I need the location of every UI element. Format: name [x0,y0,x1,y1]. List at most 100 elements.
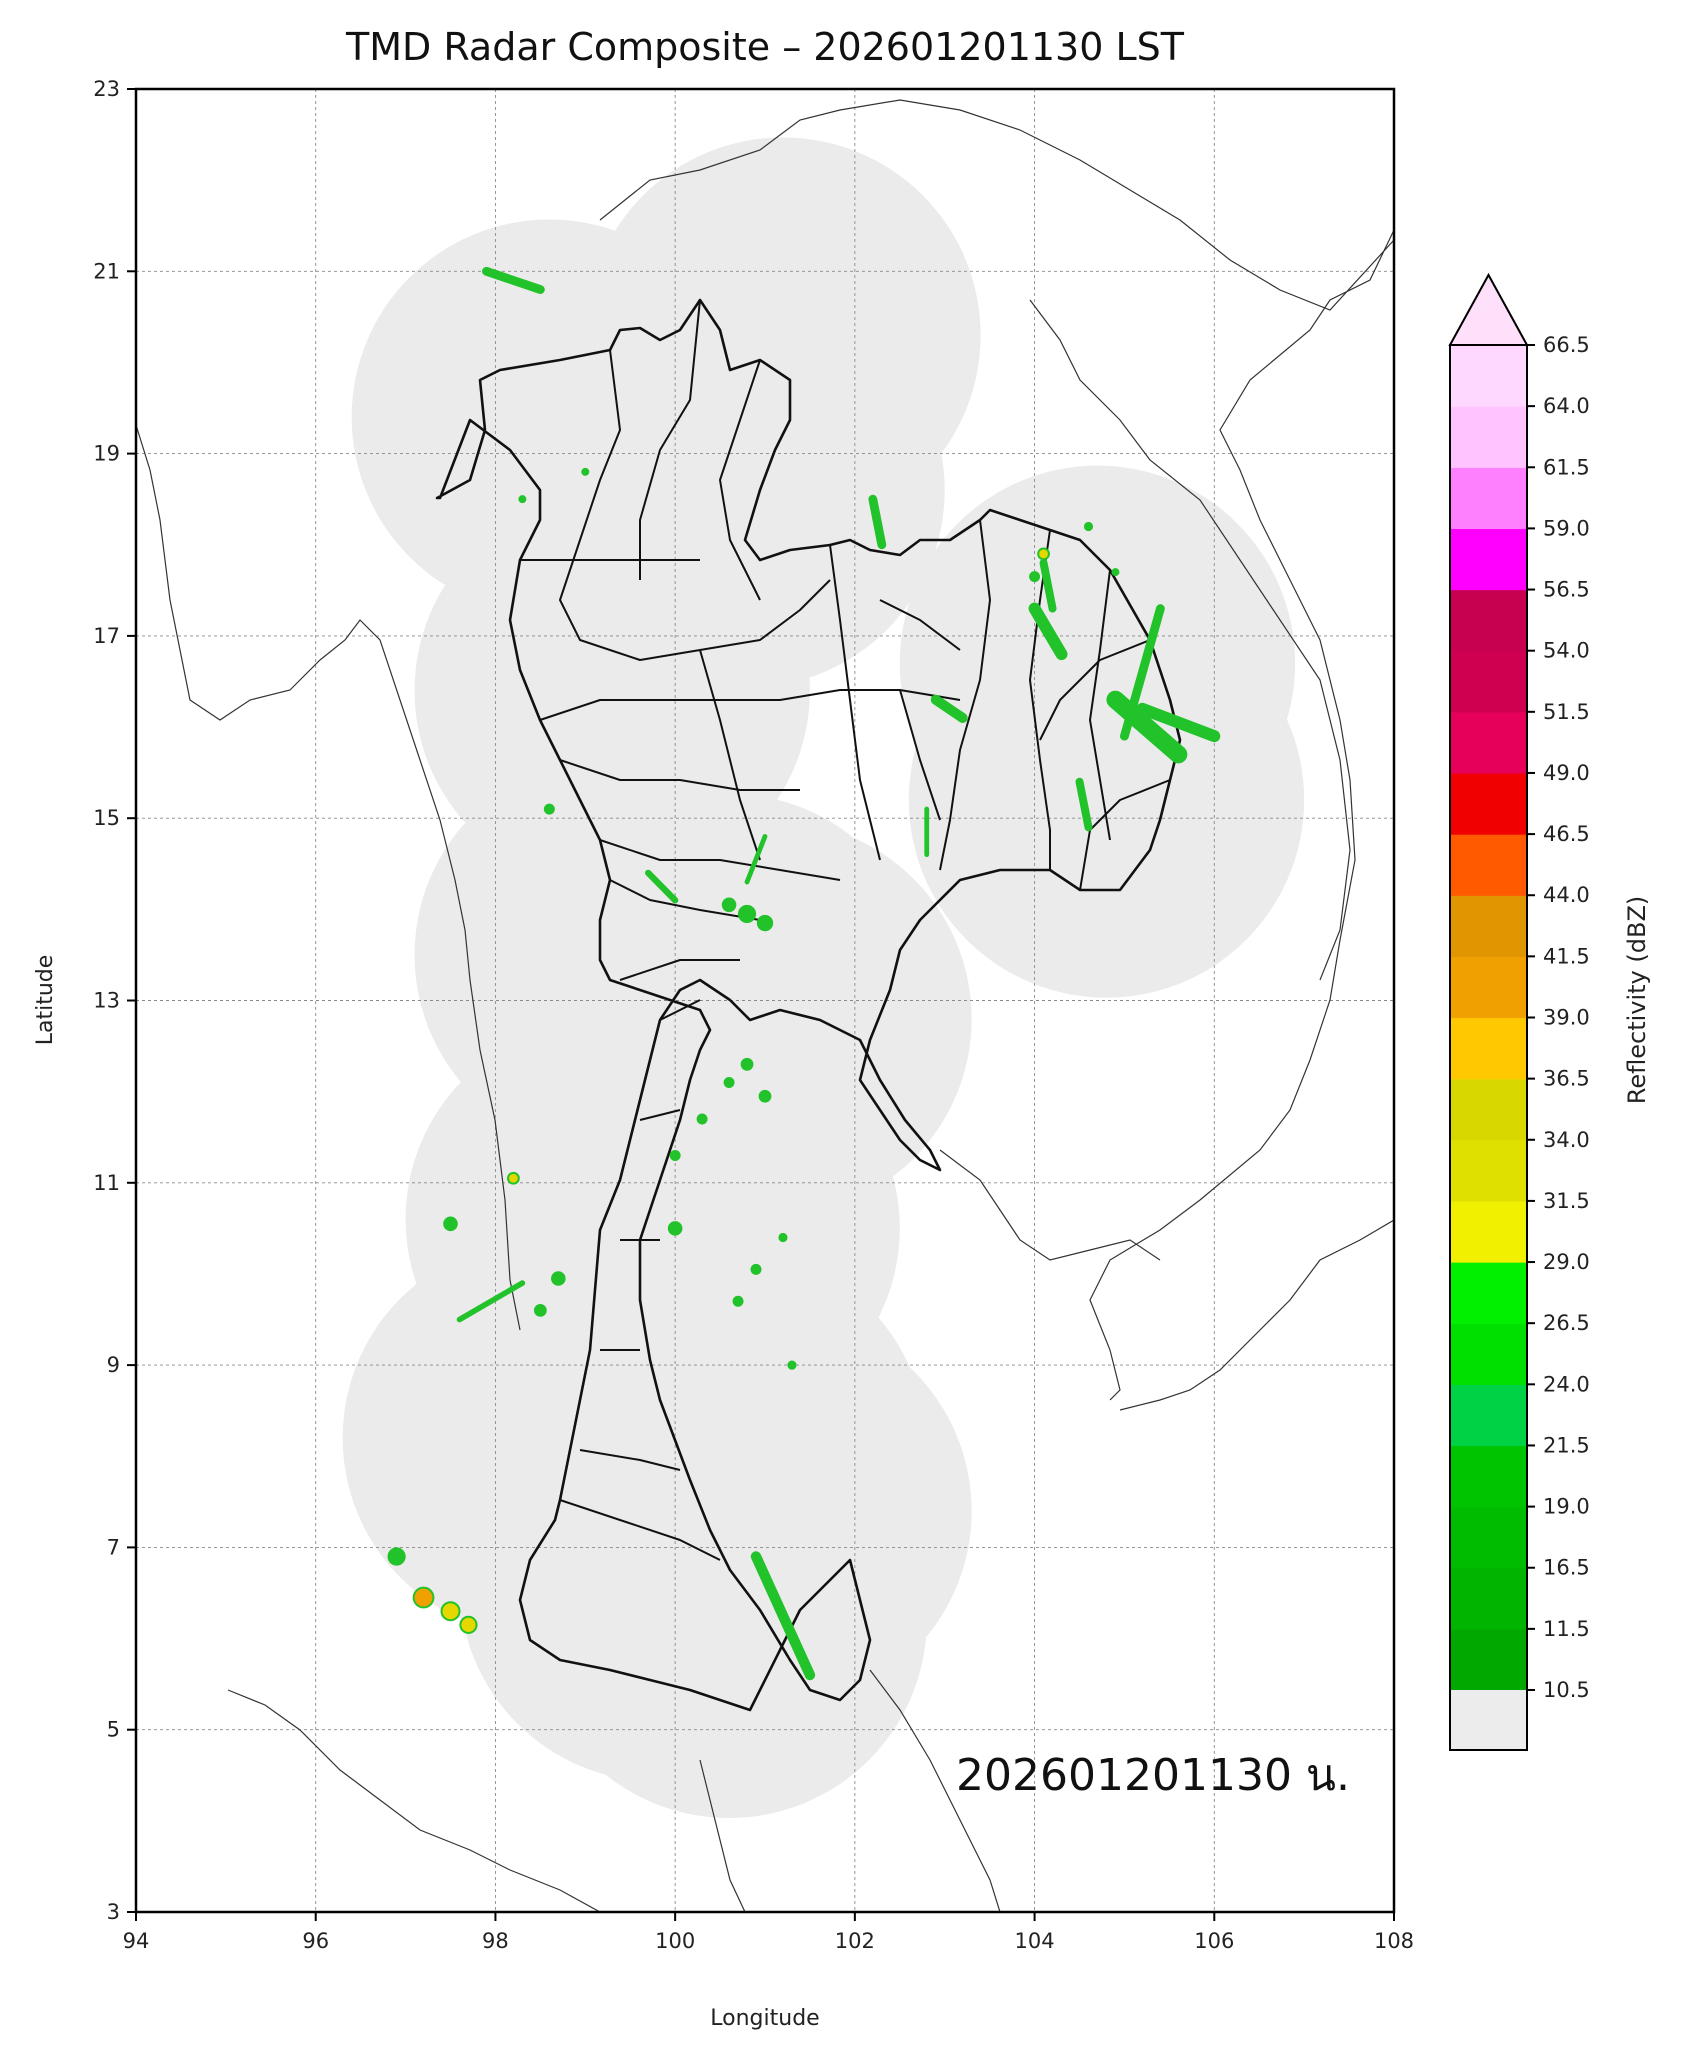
colorbar-tick-label-20: 61.5 [1543,455,1590,479]
colorbar-tick-label-6: 26.5 [1543,1311,1590,1335]
colorbar-tick-label-17: 54.0 [1543,639,1590,663]
cambodia-coast [939,1149,1161,1261]
colorbar-frame [1449,344,1528,1751]
echo-cell-32 [787,1360,797,1370]
y-tick-label-10: 23 [93,77,120,101]
echo-cell-29 [551,1271,566,1286]
echo-streak-6 [1136,702,1221,743]
colorbar-segment-13 [1450,834,1527,896]
colorbar-tick-label-14: 46.5 [1543,822,1590,846]
sumatra-coast [227,1689,601,1912]
colorbar-segment-9 [1450,1078,1527,1141]
x-tick-label-3: 100 [655,1929,695,1953]
y-axis-ticks: 3 5 7 9 11 13 15 17 19 21 23 [93,77,136,1924]
echo-streak-10 [644,869,679,904]
colorbar-tick-label-3: 19.0 [1543,1495,1590,1519]
echo-cell-36 [459,1615,478,1634]
x-tick-label-6: 106 [1194,1929,1234,1953]
echo-cell-38 [518,495,527,504]
colorbar-segment-19 [1450,467,1527,530]
colorbar-tick-label-12: 41.5 [1543,944,1590,968]
echo-cell-17 [721,897,737,913]
colorbar: 10.5 11.5 16.5 19.0 21.5 24.0 26.5 29.0 31.5 34.0… [1448,272,1590,1751]
x-tick-label-5: 104 [1015,1929,1055,1953]
colorbar-tick-label-19: 59.0 [1543,516,1590,540]
radar-coverage-2 [585,137,981,533]
radar-echoes [387,266,1221,1681]
colorbar-segment-5 [1450,1323,1527,1385]
echo-streak-13 [456,1280,526,1323]
colorbar-tick-label-13: 44.0 [1543,883,1590,907]
colorbar-tick-label-11: 39.0 [1543,1006,1590,1030]
malaysia-east-coast [869,1669,1001,1912]
echo-streak-2 [1028,602,1068,661]
echo-cell-22 [696,1113,708,1125]
colorbar-tick-label-22: 66.5 [1543,333,1590,357]
echo-streak-3 [1039,558,1057,613]
y-tick-label-7: 17 [93,624,120,648]
echo-cell-24 [507,1171,520,1185]
colorbar-segment-15 [1450,711,1527,774]
figure-title: TMD Radar Composite – 202601201130 LST [345,25,1185,69]
echo-cell-40 [1083,521,1094,532]
echo-cell-35 [440,1601,461,1622]
echo-cell-21 [758,1089,772,1103]
timestamp-label: 202601201130 น. [956,1750,1350,1801]
colorbar-segment-4 [1450,1384,1527,1447]
colorbar-segment-14 [1450,772,1527,835]
colorbar-title: Reflectivity (dBZ) [1623,896,1651,1105]
colorbar-tick-label-2: 16.5 [1543,1556,1590,1580]
colorbar-segment-2 [1450,1506,1527,1569]
colorbar-segment-3 [1450,1445,1527,1508]
colorbar-tick-label-21: 64.0 [1543,394,1590,418]
echo-streak-12 [750,1551,816,1681]
vietnam-coast [1089,229,1394,1401]
colorbar-segment-0 [1450,1628,1527,1691]
colorbar-tick-label-10: 36.5 [1543,1067,1590,1091]
colorbar-segment-11 [1450,956,1527,1019]
echo-streak-8 [1075,777,1093,832]
colorbar-segment-21 [1450,345,1527,407]
neighbour-coastlines [136,99,1394,1912]
colorbar-segment-1 [1450,1567,1527,1630]
echo-cell-34 [412,1586,435,1609]
malaysia-coast [699,1759,746,1912]
colorbar-segment-16 [1450,650,1527,713]
colorbar-tick-label-18: 56.5 [1543,578,1590,602]
echo-cell-25 [443,1216,458,1232]
vietnam-south-coast [1119,1219,1394,1411]
echo-cell-23 [669,1149,681,1161]
colorbar-tick-label-7: 29.0 [1543,1250,1590,1274]
colorbar-segment-10 [1450,1017,1527,1080]
y-tick-label-9: 21 [93,259,120,283]
x-axis-ticks: 94 96 98 100 102 104 106 108 [123,1912,1414,1953]
echo-cell-41 [1111,568,1120,577]
province-borders [520,299,1171,1561]
x-tick-label-1: 96 [302,1929,329,1953]
echo-cell-33 [387,1547,406,1566]
y-tick-label-6: 15 [93,806,120,830]
colorbar-tick-label-5: 24.0 [1543,1372,1590,1396]
radar-coverage-15 [576,1313,972,1709]
myanmar-coast [136,424,521,1331]
x-tick-label-2: 98 [482,1929,509,1953]
echo-cell-15 [1029,571,1041,583]
echo-cell-20 [723,1077,735,1089]
x-tick-label-7: 108 [1374,1929,1414,1953]
echo-cell-26 [667,1221,683,1236]
colorbar-segment-20 [1450,406,1527,468]
y-axis-label: Latitude [33,955,58,1046]
north-border-laos-china [599,99,1394,311]
colorbar-segment-7 [1450,1200,1527,1263]
thailand-borders [435,298,1182,1712]
colorbar-tick-label-15: 49.0 [1543,761,1590,785]
colorbar-under-segment [1450,1690,1527,1750]
echo-streak-1 [868,494,887,550]
colorbar-segment-17 [1450,589,1527,652]
colorbar-tick-label-0: 10.5 [1543,1678,1590,1702]
colorbar-segment-8 [1450,1139,1527,1202]
colorbar-segment-18 [1450,528,1527,591]
echo-streak-0 [482,266,545,294]
y-tick-label-4: 11 [93,1171,120,1195]
